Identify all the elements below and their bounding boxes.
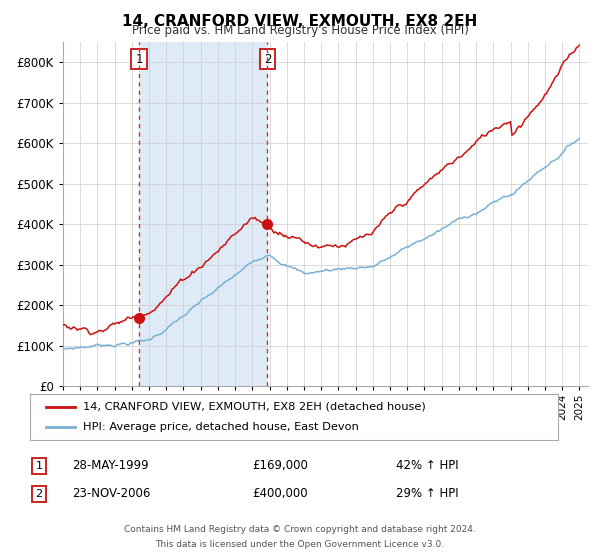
Text: 2: 2 [263,53,271,66]
Text: 14, CRANFORD VIEW, EXMOUTH, EX8 2EH: 14, CRANFORD VIEW, EXMOUTH, EX8 2EH [122,14,478,29]
Text: £169,000: £169,000 [252,459,308,473]
Text: £400,000: £400,000 [252,487,308,501]
Text: 28-MAY-1999: 28-MAY-1999 [72,459,149,473]
Text: 23-NOV-2006: 23-NOV-2006 [72,487,151,501]
Text: Contains HM Land Registry data © Crown copyright and database right 2024.: Contains HM Land Registry data © Crown c… [124,525,476,534]
Text: Price paid vs. HM Land Registry's House Price Index (HPI): Price paid vs. HM Land Registry's House … [131,24,469,36]
Bar [139,42,268,386]
Text: 42% ↑ HPI: 42% ↑ HPI [396,459,458,473]
Text: HPI: Average price, detached house, East Devon: HPI: Average price, detached house, East… [83,422,359,432]
Text: 1: 1 [35,461,43,471]
Text: 29% ↑ HPI: 29% ↑ HPI [396,487,458,501]
Text: 1: 1 [135,53,143,66]
Text: 2: 2 [35,489,43,499]
Text: This data is licensed under the Open Government Licence v3.0.: This data is licensed under the Open Gov… [155,540,445,549]
Text: 14, CRANFORD VIEW, EXMOUTH, EX8 2EH (detached house): 14, CRANFORD VIEW, EXMOUTH, EX8 2EH (det… [83,402,425,412]
